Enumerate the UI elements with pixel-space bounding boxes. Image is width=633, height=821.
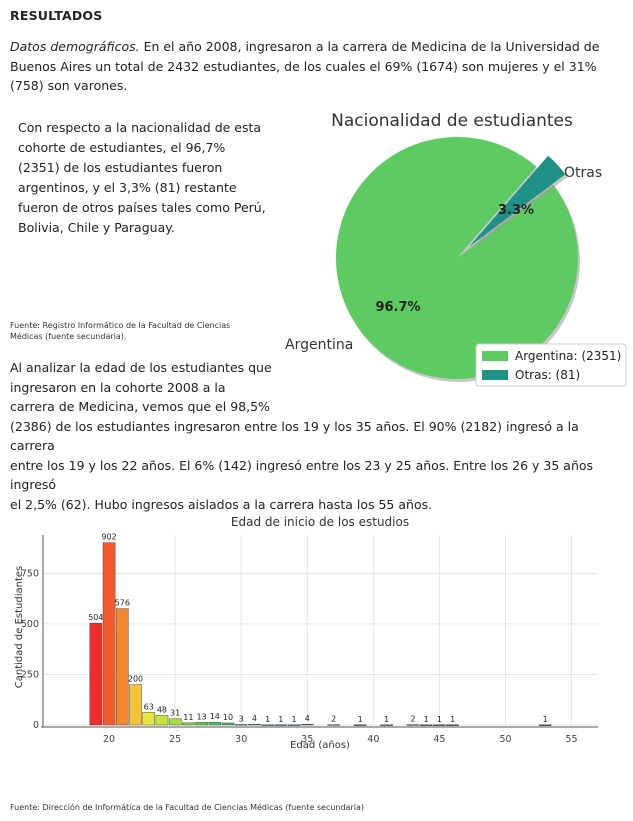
age-bar-chart: Edad de inicio de los estudios 504902576… <box>14 515 598 751</box>
pie-slice-otras <box>468 155 566 248</box>
bar-value-label: 13 <box>196 712 206 721</box>
age-line-3: carrera de Medicina, vemos que el 98,5% <box>10 399 270 414</box>
x-tick-label: 30 <box>235 734 247 745</box>
pie-slices <box>335 136 580 382</box>
pie-title: Nacionalidad de estudiantes <box>331 111 573 131</box>
bar-value-label: 10 <box>223 713 233 722</box>
bar <box>129 684 142 726</box>
bar-value-label: 14 <box>210 712 220 721</box>
bar-value-label: 2 <box>410 715 415 724</box>
legend-label-otras: Otras: (81) <box>515 368 580 382</box>
bar <box>538 724 552 726</box>
x-tick-label: 50 <box>499 734 511 745</box>
x-tick-label: 55 <box>566 734 578 745</box>
bar <box>102 542 116 726</box>
bar-value-label: 1 <box>543 715 548 724</box>
bar <box>433 724 446 726</box>
x-tick-label: 20 <box>103 734 115 745</box>
bar-value-label: 1 <box>450 715 455 724</box>
bar <box>142 712 155 726</box>
bar-value-label: 11 <box>183 713 193 722</box>
y-tick-label: 750 <box>21 568 39 579</box>
source-note-1: Fuente: Registro Informático de la Facul… <box>10 321 231 341</box>
bar-value-label: 1 <box>424 715 429 724</box>
bar-value-label: 1 <box>437 715 442 724</box>
bar-value-label: 504 <box>88 613 103 622</box>
bar <box>182 722 195 726</box>
bar-value-label: 1 <box>358 715 363 724</box>
demographics-text: En el año 2008, ingresaron a la carrera … <box>10 39 600 93</box>
age-line-6: el 2,5% (62). Hubo ingresos aislados a l… <box>10 496 433 512</box>
bar-value-label: 576 <box>115 599 130 608</box>
bar <box>446 724 459 726</box>
legend-label-argentina: Argentina: (2351) <box>515 349 621 363</box>
bar <box>168 718 182 726</box>
bar <box>327 724 340 726</box>
source-note-2: Fuente: Dirección de Informática de la F… <box>10 803 364 812</box>
bar <box>195 722 208 726</box>
pie-percent-argentina: 96.7% <box>375 300 420 315</box>
y-tick-label: 500 <box>21 619 39 630</box>
section-heading: RESULTADOS <box>10 8 103 23</box>
bar-value-label: 1 <box>384 715 389 724</box>
x-tick-label: 35 <box>301 734 313 745</box>
bar <box>221 722 235 726</box>
bar-title: Edad de inicio de los estudios <box>231 515 409 529</box>
x-tick-label: 25 <box>169 734 181 745</box>
bar-value-label: 48 <box>157 705 167 714</box>
x-axis-label: Edad (años) <box>290 740 350 751</box>
bar-value-label: 63 <box>144 702 154 711</box>
age-line-5: entre los 19 y los 22 años. El 6% (142) … <box>10 457 594 493</box>
age-line-1: Al analizar la edad de los estudiantes q… <box>10 360 272 375</box>
bar <box>261 724 274 726</box>
bar-value-label: 200 <box>128 675 143 684</box>
bar <box>155 715 169 726</box>
bar <box>248 723 261 726</box>
x-tick-label: 40 <box>367 734 379 745</box>
nationality-pie-chart: Nacionalidad de estudiantes Argentina Ot… <box>285 111 627 387</box>
bar-value-label: 1 <box>292 715 297 724</box>
legend-swatch-otras <box>482 370 508 380</box>
bar <box>234 724 248 726</box>
demographics-label: Datos demográficos. <box>10 39 140 54</box>
bar <box>419 724 433 726</box>
nationality-paragraph: Con respecto a la nacionalidad de esta c… <box>18 120 266 235</box>
bar-value-label: 902 <box>101 533 116 542</box>
bar <box>353 724 367 726</box>
demographics-paragraph: Datos demográficos. En el año 2008, ingr… <box>10 37 610 96</box>
bar-value-label: 1 <box>278 715 283 724</box>
legend-swatch-argentina <box>482 351 508 361</box>
pie-label-argentina: Argentina <box>285 337 353 353</box>
age-line-4: (2386) de los estudiantes ingresaron ent… <box>10 418 579 454</box>
x-tick-label: 45 <box>433 734 445 745</box>
age-paragraph: Al analizar la edad de los estudiantes q… <box>10 358 610 514</box>
pie-percent-otras: 3.3% <box>498 203 534 218</box>
bar-value-label: 1 <box>265 715 270 724</box>
bar <box>208 721 222 726</box>
pie-legend: Argentina: (2351) Otras: (81) <box>475 343 627 387</box>
x-axis-ticks: 20 25 30 35 40 45 50 55 <box>103 734 578 745</box>
bar <box>116 608 129 726</box>
age-line-2: ingresaron en la cohorte 2008 a la <box>10 379 226 395</box>
bar-value-label: 31 <box>170 709 180 718</box>
bar-value-label: 2 <box>331 715 336 724</box>
bar-value-label: 4 <box>252 714 257 723</box>
bar-value-label: 4 <box>305 714 310 723</box>
bar-grid <box>41 535 598 728</box>
pie-label-otras: Otras <box>564 165 602 181</box>
bar <box>89 622 103 726</box>
pie-slice-argentina <box>335 136 578 379</box>
y-tick-label: 250 <box>21 669 39 680</box>
bar <box>287 724 301 726</box>
bar <box>380 724 393 726</box>
bar <box>301 723 314 726</box>
bar <box>274 724 288 726</box>
y-axis-ticks: 0 250 500 750 <box>21 568 39 731</box>
bar <box>406 724 420 726</box>
bar-value-label: 3 <box>239 714 244 723</box>
y-tick-label: 0 <box>33 720 39 731</box>
y-axis-label: Cantidad de Estudiantes <box>14 566 25 689</box>
